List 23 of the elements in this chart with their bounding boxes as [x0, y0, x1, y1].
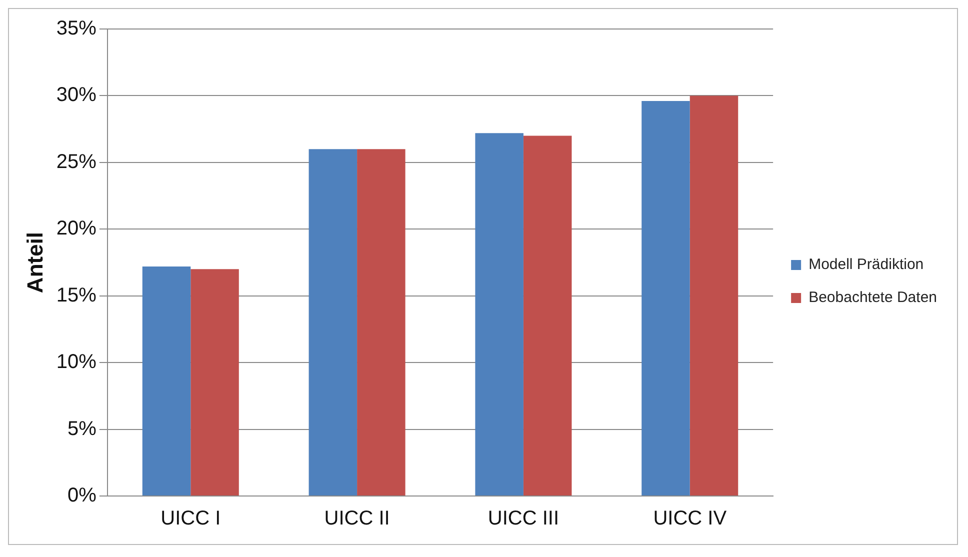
legend-label: Modell Prädiktion — [808, 256, 924, 274]
bar — [475, 133, 524, 496]
bar — [190, 269, 239, 496]
x-tick-label: UICC I — [160, 508, 221, 530]
y-tick-label: 0% — [68, 484, 97, 507]
y-tick-label: 5% — [68, 418, 97, 440]
legend-label: Beobachtete Daten — [808, 289, 938, 306]
y-tick-label: 30% — [56, 84, 97, 106]
bar — [308, 149, 358, 496]
y-tick-label: 10% — [56, 351, 97, 374]
y-tick-label: 20% — [56, 218, 97, 240]
y-tick-label: 25% — [56, 150, 97, 173]
bar — [690, 96, 738, 496]
y-tick-label: 15% — [56, 284, 97, 306]
bar — [357, 149, 406, 496]
bar — [523, 136, 572, 496]
y-axis-title: Anteil — [22, 232, 48, 294]
x-tick-label: UICC IV — [653, 508, 728, 530]
x-tick-label: UICC III — [488, 508, 560, 530]
bar — [642, 101, 690, 496]
y-tick-label: 35% — [56, 18, 97, 40]
bar — [142, 266, 191, 496]
x-tick-label: UICC II — [324, 508, 390, 530]
